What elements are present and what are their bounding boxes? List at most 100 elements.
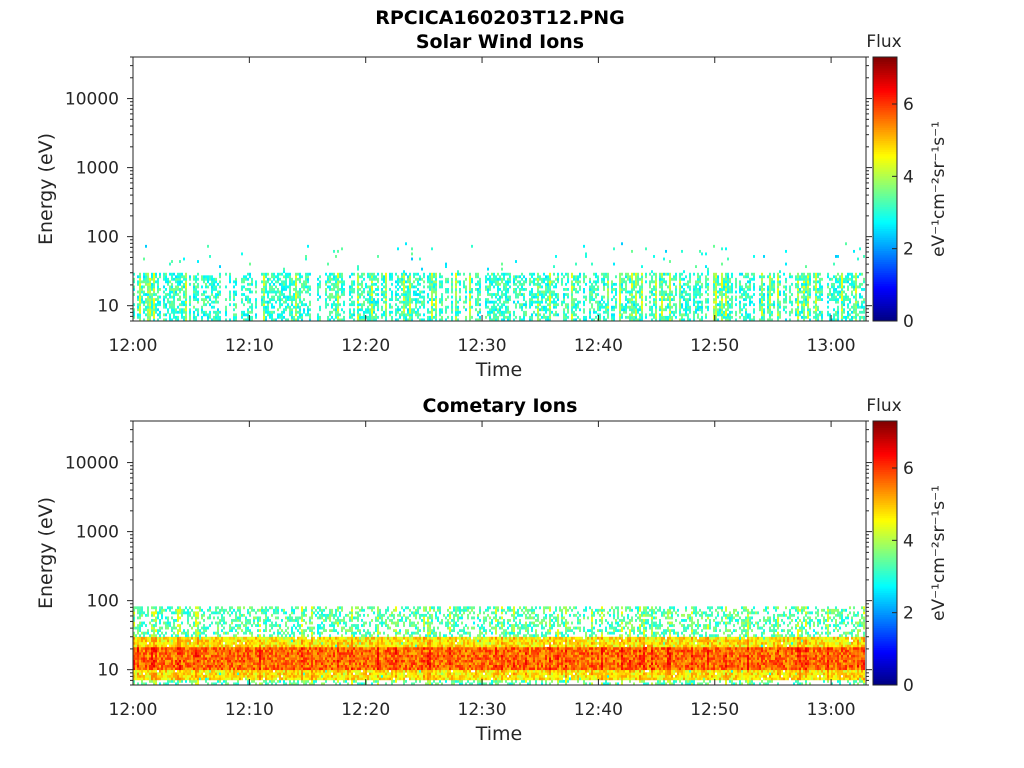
spectrogram-cell <box>133 652 135 655</box>
spectrogram-cell <box>455 293 457 296</box>
spectrogram-cell <box>557 298 559 301</box>
spectrogram-cell <box>201 652 203 655</box>
colorbar-segment <box>873 226 897 229</box>
spectrogram-cell <box>697 293 699 296</box>
spectrogram-cell <box>221 652 223 655</box>
spectrogram-cell <box>695 295 697 299</box>
spectrogram-cell <box>213 280 215 284</box>
spectrogram-cell <box>721 295 723 299</box>
spectrogram-cell <box>175 285 177 289</box>
spectrogram-cell <box>155 634 157 638</box>
spectrogram-cell <box>137 624 139 627</box>
spectrogram-cell <box>147 272 149 276</box>
spectrogram-cell <box>349 293 351 296</box>
spectrogram-cell <box>739 303 741 307</box>
spectrogram-cell <box>161 667 163 671</box>
spectrogram-cell <box>803 277 805 281</box>
spectrogram-cell <box>463 300 465 304</box>
spectrogram-cell <box>751 277 753 281</box>
spectrogram-cell <box>167 277 169 281</box>
spectrogram-cell <box>805 300 807 304</box>
spectrogram-cell <box>419 290 421 294</box>
spectrogram-cell <box>639 277 641 281</box>
spectrogram-cell <box>833 295 835 299</box>
spectrogram-cell <box>173 621 175 625</box>
spectrogram-cell <box>589 308 591 312</box>
spectrogram-cell <box>229 295 231 299</box>
spectrogram-cell <box>777 305 779 309</box>
spectrogram-cell <box>307 285 309 289</box>
spectrogram-cell <box>797 293 799 296</box>
spectrogram-cell <box>533 282 535 286</box>
spectrogram-cell <box>531 300 533 304</box>
spectrogram-cell <box>767 305 769 309</box>
spectrogram-cell <box>403 310 405 314</box>
spectrogram-cell <box>207 659 209 663</box>
spectrogram-cell <box>803 313 805 317</box>
spectrogram-cell <box>713 300 715 304</box>
spectrogram-cell <box>147 298 149 301</box>
spectrogram-cell <box>861 295 863 299</box>
spectrogram-cell <box>207 646 209 650</box>
spectrogram-cell <box>545 275 547 279</box>
spectrogram-cell <box>269 277 271 281</box>
spectrogram-cell <box>577 305 579 309</box>
spectrogram-cell <box>197 646 199 650</box>
spectrogram-cell <box>205 290 207 294</box>
spectrogram-cell <box>225 272 227 276</box>
spectrogram-cell <box>211 636 213 640</box>
spectrogram-cell <box>197 639 199 643</box>
spectrogram-cell <box>209 313 211 317</box>
spectrogram-cell <box>809 308 811 312</box>
spectrogram-cell <box>255 298 257 301</box>
spectrogram-cell <box>159 621 161 625</box>
spectrogram-cell <box>669 298 671 301</box>
spectrogram-cell <box>351 288 353 291</box>
spectrogram-cell <box>213 659 215 663</box>
spectrogram-cell <box>603 305 605 309</box>
spectrogram-cell <box>201 657 203 660</box>
spectrogram-cell <box>281 290 283 294</box>
spectrogram-cell <box>151 664 153 668</box>
spectrogram-cell <box>767 310 769 314</box>
spectrogram-cell <box>187 674 189 678</box>
spectrogram-cell <box>137 626 139 630</box>
spectrogram-cell <box>375 315 377 319</box>
spectrogram-cell <box>681 313 683 317</box>
spectrogram-cell <box>803 308 805 312</box>
spectrogram-cell <box>799 313 801 317</box>
spectrogram-cell <box>189 679 191 683</box>
spectrogram-cell <box>137 608 139 612</box>
spectrogram-cell <box>741 288 743 291</box>
spectrogram-cell <box>561 303 563 307</box>
spectrogram-cell <box>183 318 185 322</box>
spectrogram-cell <box>853 275 855 279</box>
spectrogram-cell <box>651 313 653 317</box>
spectrogram-cell <box>745 313 747 317</box>
spectrogram-cell <box>203 631 205 635</box>
spectrogram-cell <box>219 611 221 615</box>
spectrogram-cell <box>341 272 343 276</box>
colorbar-segment <box>873 94 897 97</box>
spectrogram-cell <box>489 285 491 289</box>
spectrogram-cell <box>337 313 339 317</box>
spectrogram-cell <box>721 280 723 284</box>
spectrogram-cell <box>503 277 505 281</box>
spectrogram-cell <box>551 310 553 314</box>
spectrogram-cell <box>549 293 551 296</box>
spectrogram-cell <box>435 298 437 301</box>
spectrogram-cell <box>139 652 141 655</box>
spectrogram-cell <box>607 305 609 309</box>
spectrogram-cell <box>727 290 729 294</box>
spectrogram-cell <box>279 315 281 319</box>
spectrogram-cell <box>509 295 511 299</box>
spectrogram-cell <box>171 285 173 289</box>
spectrogram-cell <box>723 277 725 281</box>
spectrogram-cell <box>395 280 397 284</box>
spectrogram-cell <box>201 659 203 663</box>
spectrogram-cell <box>505 272 507 276</box>
spectrogram-cell <box>543 272 545 276</box>
spectrogram-cell <box>401 313 403 317</box>
spectrogram-cell <box>139 293 141 296</box>
spectrogram-cell <box>217 616 219 620</box>
